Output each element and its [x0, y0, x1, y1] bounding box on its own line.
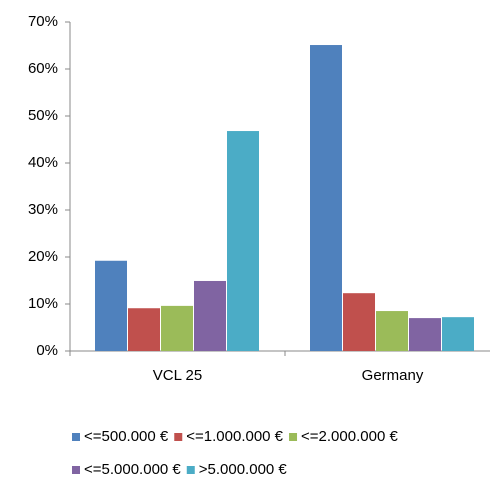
x-tick-label: VCL 25	[153, 367, 202, 384]
legend-swatch	[174, 433, 183, 441]
legend-label: <=1.000.000 €	[186, 428, 283, 445]
legend-swatch	[289, 433, 298, 441]
y-tick-label: 0%	[36, 342, 58, 359]
y-tick-label: 10%	[28, 295, 58, 312]
legend-swatch	[186, 466, 195, 474]
legend-label: <=500.000 €	[84, 428, 169, 445]
bar	[227, 131, 259, 351]
y-tick-label: 20%	[28, 248, 58, 265]
y-tick-label: 70%	[28, 13, 58, 30]
bar	[128, 308, 160, 351]
bar	[194, 280, 226, 351]
bar	[376, 311, 408, 351]
bar	[343, 293, 375, 351]
y-tick-label: 30%	[28, 201, 58, 218]
y-tick-label: 40%	[28, 154, 58, 171]
legend-label: <=2.000.000 €	[301, 428, 398, 445]
bar	[161, 305, 193, 351]
y-tick-label: 60%	[28, 60, 58, 77]
x-tick-label: Germany	[362, 367, 424, 384]
legend-swatch	[72, 466, 80, 474]
bar	[310, 45, 342, 351]
bar	[95, 260, 127, 351]
bar	[442, 317, 474, 351]
legend-swatch	[72, 433, 80, 441]
legend-label: <=5.000.000 €	[84, 461, 181, 478]
y-tick-label: 50%	[28, 107, 58, 124]
legend-label: >5.000.000 €	[199, 461, 288, 478]
bar	[409, 318, 441, 351]
